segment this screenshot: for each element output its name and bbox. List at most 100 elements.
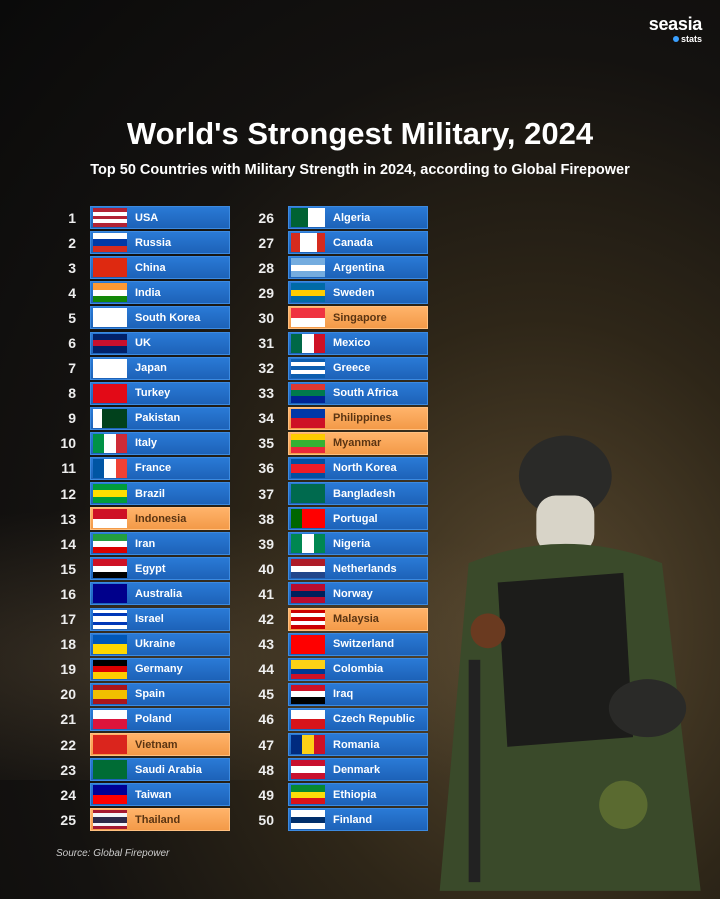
- country-bar: Switzerland: [288, 632, 428, 656]
- page-title: World's Strongest Military, 2024: [126, 116, 594, 151]
- country-name: Bangladesh: [333, 487, 396, 500]
- ranking-row: 29 Sweden: [250, 280, 428, 305]
- country-name: Singapore: [333, 311, 387, 324]
- rank-number: 2: [68, 234, 76, 251]
- ranking-row: 47 Romania: [250, 732, 428, 757]
- flag-icon: [93, 383, 127, 403]
- country-bar: France: [90, 456, 230, 480]
- country-bar: Romania: [288, 733, 428, 757]
- ranking-row: 13 Indonesia: [52, 506, 230, 531]
- country-bar: Spain: [90, 682, 230, 706]
- flag-icon: [93, 258, 127, 278]
- country-bar: Finland: [288, 808, 428, 832]
- country-name: South Africa: [333, 387, 398, 400]
- flag-icon: [93, 810, 127, 830]
- flag-icon: [291, 383, 325, 403]
- flag-icon: [93, 308, 127, 328]
- ranking-row: 11 France: [52, 456, 230, 481]
- country-name: Colombia: [333, 663, 384, 676]
- flag-icon: [93, 458, 127, 478]
- rank-number: 36: [258, 460, 274, 477]
- ranking-row: 41 Norway: [250, 581, 428, 606]
- rank-number: 16: [60, 585, 76, 602]
- rank-number: 9: [68, 410, 76, 427]
- country-name: Saudi Arabia: [135, 763, 202, 776]
- country-name: South Korea: [135, 311, 201, 324]
- country-bar: Ethiopia: [288, 783, 428, 807]
- country-name: Ethiopia: [333, 788, 377, 801]
- country-bar: Thailand: [90, 808, 230, 832]
- country-bar: Iran: [90, 532, 230, 556]
- ranking-row: 40 Netherlands: [250, 556, 428, 581]
- country-bar: South Africa: [288, 381, 428, 405]
- country-bar: Russia: [90, 231, 230, 255]
- country-name: Turkey: [135, 387, 171, 400]
- country-name: North Korea: [333, 462, 397, 475]
- ranking-row: 50 Finland: [250, 807, 428, 832]
- ranking-row: 25 Thailand: [52, 807, 230, 832]
- rank-number: 25: [60, 811, 76, 828]
- ranking-row: 24 Taiwan: [52, 782, 230, 807]
- country-name: Germany: [135, 663, 183, 676]
- flag-icon: [291, 659, 325, 679]
- country-bar: Sweden: [288, 281, 428, 305]
- flag-icon: [291, 358, 325, 378]
- rank-number: 22: [60, 736, 76, 753]
- flag-icon: [93, 208, 127, 228]
- flag-icon: [93, 358, 127, 378]
- brand-logo: seasia stats: [649, 14, 703, 45]
- country-name: Ukraine: [135, 638, 176, 651]
- country-bar: Australia: [90, 582, 230, 606]
- brand-dot-icon: [672, 36, 679, 42]
- country-bar: Mexico: [288, 331, 428, 355]
- country-bar: Israel: [90, 607, 230, 631]
- country-bar: North Korea: [288, 456, 428, 480]
- flag-icon: [93, 634, 127, 654]
- rank-number: 39: [258, 535, 274, 552]
- country-name: Pakistan: [135, 412, 181, 425]
- country-name: Thailand: [135, 813, 181, 826]
- flag-icon: [93, 785, 127, 805]
- country-name: Czech Republic: [333, 713, 415, 726]
- soldier-illustration: [439, 435, 701, 891]
- flag-icon: [291, 709, 325, 729]
- rank-number: 1: [68, 209, 76, 226]
- country-bar: Bangladesh: [288, 482, 428, 506]
- country-bar: Turkey: [90, 381, 230, 405]
- ranking-row: 26 Algeria: [250, 205, 428, 230]
- flag-icon: [93, 584, 127, 604]
- flag-icon: [291, 609, 325, 629]
- rank-number: 32: [258, 360, 274, 377]
- ranking-row: 34 Philippines: [250, 406, 428, 431]
- flag-icon: [93, 760, 127, 780]
- rank-number: 40: [258, 560, 274, 577]
- rank-number: 43: [258, 636, 274, 653]
- rank-number: 18: [60, 636, 76, 653]
- rank-number: 12: [60, 485, 76, 502]
- country-name: Malaysia: [333, 613, 379, 626]
- rank-number: 29: [258, 284, 274, 301]
- country-name: Australia: [135, 587, 183, 600]
- country-bar: China: [90, 256, 230, 280]
- rank-number: 27: [258, 234, 274, 251]
- ranking-row: 17 Israel: [52, 607, 230, 632]
- rank-number: 47: [258, 736, 274, 753]
- rank-number: 5: [68, 309, 76, 326]
- flag-icon: [291, 810, 325, 830]
- ranking-row: 4 India: [52, 280, 230, 305]
- country-name: India: [135, 286, 161, 299]
- country-name: Norway: [333, 587, 373, 600]
- country-name: China: [135, 261, 166, 274]
- rank-number: 50: [258, 811, 274, 828]
- flag-icon: [93, 433, 127, 453]
- ranking-row: 35 Myanmar: [250, 431, 428, 456]
- flag-icon: [93, 559, 127, 579]
- country-bar: Germany: [90, 657, 230, 681]
- rank-number: 14: [60, 535, 76, 552]
- flag-icon: [93, 484, 127, 504]
- country-name: Iran: [135, 537, 156, 550]
- rank-number: 37: [258, 485, 274, 502]
- flag-icon: [291, 208, 325, 228]
- ranking-row: 33 South Africa: [250, 381, 428, 406]
- flag-icon: [93, 684, 127, 704]
